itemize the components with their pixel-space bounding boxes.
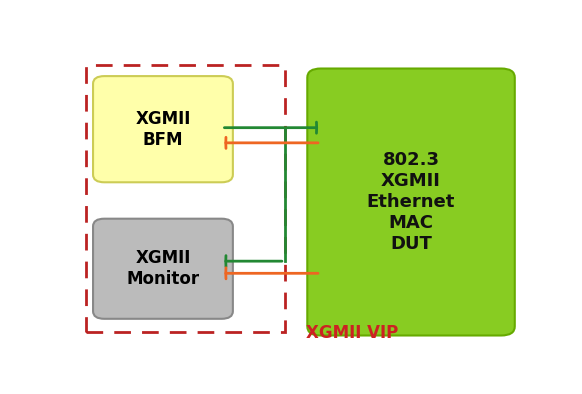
FancyBboxPatch shape bbox=[93, 76, 233, 182]
Text: XGMII VIP: XGMII VIP bbox=[306, 323, 399, 342]
FancyBboxPatch shape bbox=[307, 69, 514, 336]
Text: XGMII
BFM: XGMII BFM bbox=[135, 110, 191, 149]
FancyBboxPatch shape bbox=[93, 219, 233, 319]
Text: 802.3
XGMII
Ethernet
MAC
DUT: 802.3 XGMII Ethernet MAC DUT bbox=[367, 151, 455, 253]
Text: XGMII
Monitor: XGMII Monitor bbox=[126, 249, 200, 288]
